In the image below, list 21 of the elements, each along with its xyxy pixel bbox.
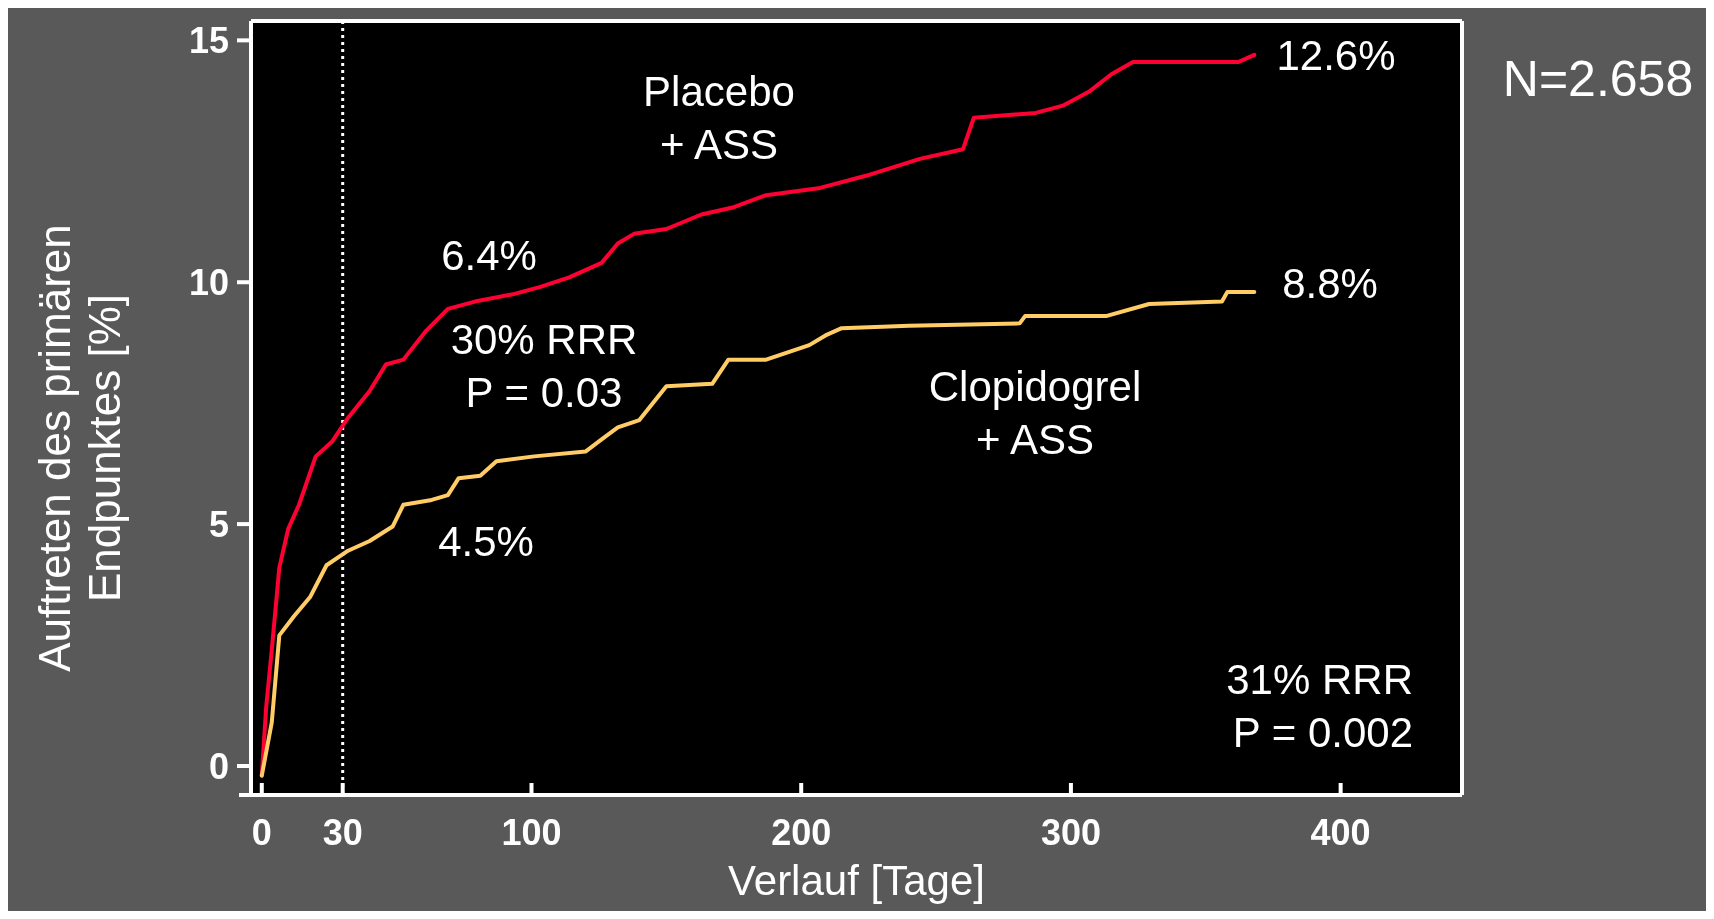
y-axis-title: Auftreten des primären Endpunktes [%] xyxy=(30,224,129,672)
x-axis-title: Verlauf [Tage] xyxy=(728,857,985,904)
x-tick-label: 0 xyxy=(251,812,272,853)
y-tick-label: 0 xyxy=(208,745,229,787)
annotation: 8.8% xyxy=(1282,260,1378,307)
x-tick-label: 200 xyxy=(771,812,832,853)
y-tick-label: 5 xyxy=(208,503,229,545)
annotation: 4.5% xyxy=(438,518,534,565)
annotation: 30% RRR P = 0.03 xyxy=(450,316,638,416)
text: N=2.658 xyxy=(1502,51,1694,107)
annotation: 12.6% xyxy=(1276,32,1396,79)
series-label: Clopidogrel + ASS xyxy=(928,363,1142,463)
x-tick-label: 400 xyxy=(1310,812,1371,853)
y-tick-label: 10 xyxy=(188,261,229,303)
x-tick-label: 30 xyxy=(322,812,363,853)
annotation: 31% RRR P = 0.002 xyxy=(1226,656,1413,756)
x-tick-label: 300 xyxy=(1040,812,1101,853)
series-label: Placebo + ASS xyxy=(643,68,795,168)
y-tick-label: 15 xyxy=(188,19,229,61)
x-tick-label: 100 xyxy=(501,812,562,853)
annotation: 6.4% xyxy=(441,232,537,279)
